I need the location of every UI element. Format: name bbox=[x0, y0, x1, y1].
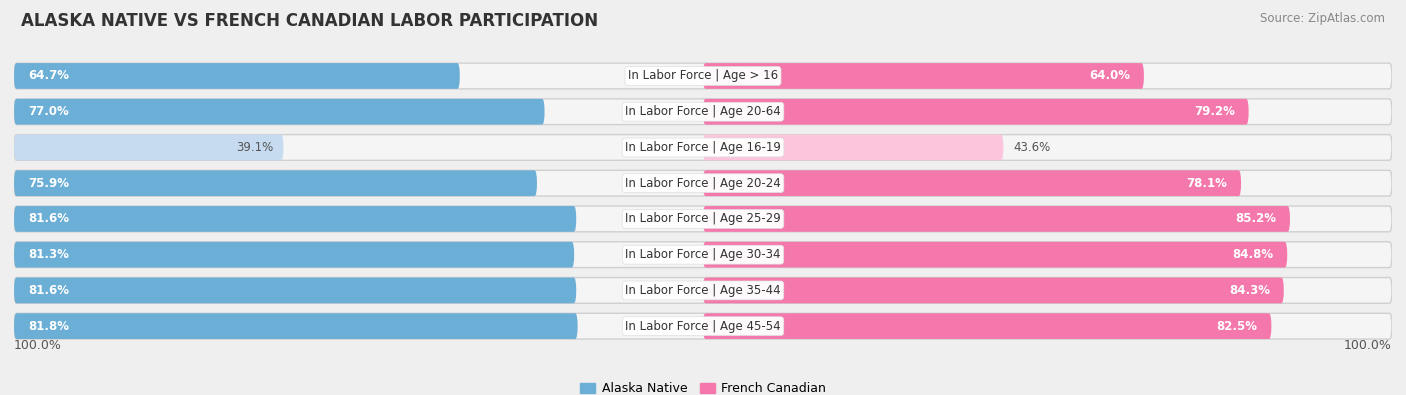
Text: Source: ZipAtlas.com: Source: ZipAtlas.com bbox=[1260, 12, 1385, 25]
Text: 64.0%: 64.0% bbox=[1090, 70, 1130, 83]
Text: 79.2%: 79.2% bbox=[1194, 105, 1234, 118]
Text: 100.0%: 100.0% bbox=[1344, 339, 1392, 352]
Text: In Labor Force | Age 45-54: In Labor Force | Age 45-54 bbox=[626, 320, 780, 333]
Text: 43.6%: 43.6% bbox=[1014, 141, 1050, 154]
FancyBboxPatch shape bbox=[703, 242, 1288, 267]
Text: In Labor Force | Age 16-19: In Labor Force | Age 16-19 bbox=[626, 141, 780, 154]
Text: 84.8%: 84.8% bbox=[1232, 248, 1274, 261]
FancyBboxPatch shape bbox=[14, 242, 574, 267]
Legend: Alaska Native, French Canadian: Alaska Native, French Canadian bbox=[581, 382, 825, 395]
Text: 81.8%: 81.8% bbox=[28, 320, 69, 333]
FancyBboxPatch shape bbox=[703, 170, 1241, 196]
FancyBboxPatch shape bbox=[703, 135, 1004, 160]
Text: In Labor Force | Age 35-44: In Labor Force | Age 35-44 bbox=[626, 284, 780, 297]
FancyBboxPatch shape bbox=[14, 63, 1392, 89]
FancyBboxPatch shape bbox=[14, 206, 1392, 232]
FancyBboxPatch shape bbox=[14, 313, 1392, 339]
Text: In Labor Force | Age 20-24: In Labor Force | Age 20-24 bbox=[626, 177, 780, 190]
FancyBboxPatch shape bbox=[14, 206, 576, 232]
Text: 82.5%: 82.5% bbox=[1216, 320, 1257, 333]
Text: 81.6%: 81.6% bbox=[28, 284, 69, 297]
FancyBboxPatch shape bbox=[703, 206, 1289, 232]
Text: 85.2%: 85.2% bbox=[1236, 213, 1277, 226]
FancyBboxPatch shape bbox=[14, 170, 537, 196]
Text: 84.3%: 84.3% bbox=[1229, 284, 1270, 297]
FancyBboxPatch shape bbox=[14, 99, 1392, 124]
FancyBboxPatch shape bbox=[14, 278, 576, 303]
FancyBboxPatch shape bbox=[14, 63, 460, 89]
Text: 39.1%: 39.1% bbox=[236, 141, 273, 154]
Text: ALASKA NATIVE VS FRENCH CANADIAN LABOR PARTICIPATION: ALASKA NATIVE VS FRENCH CANADIAN LABOR P… bbox=[21, 12, 598, 30]
Text: 75.9%: 75.9% bbox=[28, 177, 69, 190]
Text: In Labor Force | Age 25-29: In Labor Force | Age 25-29 bbox=[626, 213, 780, 226]
FancyBboxPatch shape bbox=[14, 135, 1392, 160]
Text: 81.6%: 81.6% bbox=[28, 213, 69, 226]
Text: In Labor Force | Age > 16: In Labor Force | Age > 16 bbox=[628, 70, 778, 83]
Text: 81.3%: 81.3% bbox=[28, 248, 69, 261]
Text: 100.0%: 100.0% bbox=[14, 339, 62, 352]
FancyBboxPatch shape bbox=[14, 278, 1392, 303]
Text: 64.7%: 64.7% bbox=[28, 70, 69, 83]
FancyBboxPatch shape bbox=[703, 63, 1144, 89]
FancyBboxPatch shape bbox=[703, 313, 1271, 339]
FancyBboxPatch shape bbox=[14, 99, 544, 124]
FancyBboxPatch shape bbox=[703, 278, 1284, 303]
FancyBboxPatch shape bbox=[14, 313, 578, 339]
Text: In Labor Force | Age 30-34: In Labor Force | Age 30-34 bbox=[626, 248, 780, 261]
Text: In Labor Force | Age 20-64: In Labor Force | Age 20-64 bbox=[626, 105, 780, 118]
Text: 78.1%: 78.1% bbox=[1187, 177, 1227, 190]
FancyBboxPatch shape bbox=[14, 170, 1392, 196]
FancyBboxPatch shape bbox=[14, 135, 284, 160]
FancyBboxPatch shape bbox=[14, 242, 1392, 267]
Text: 77.0%: 77.0% bbox=[28, 105, 69, 118]
FancyBboxPatch shape bbox=[703, 99, 1249, 124]
